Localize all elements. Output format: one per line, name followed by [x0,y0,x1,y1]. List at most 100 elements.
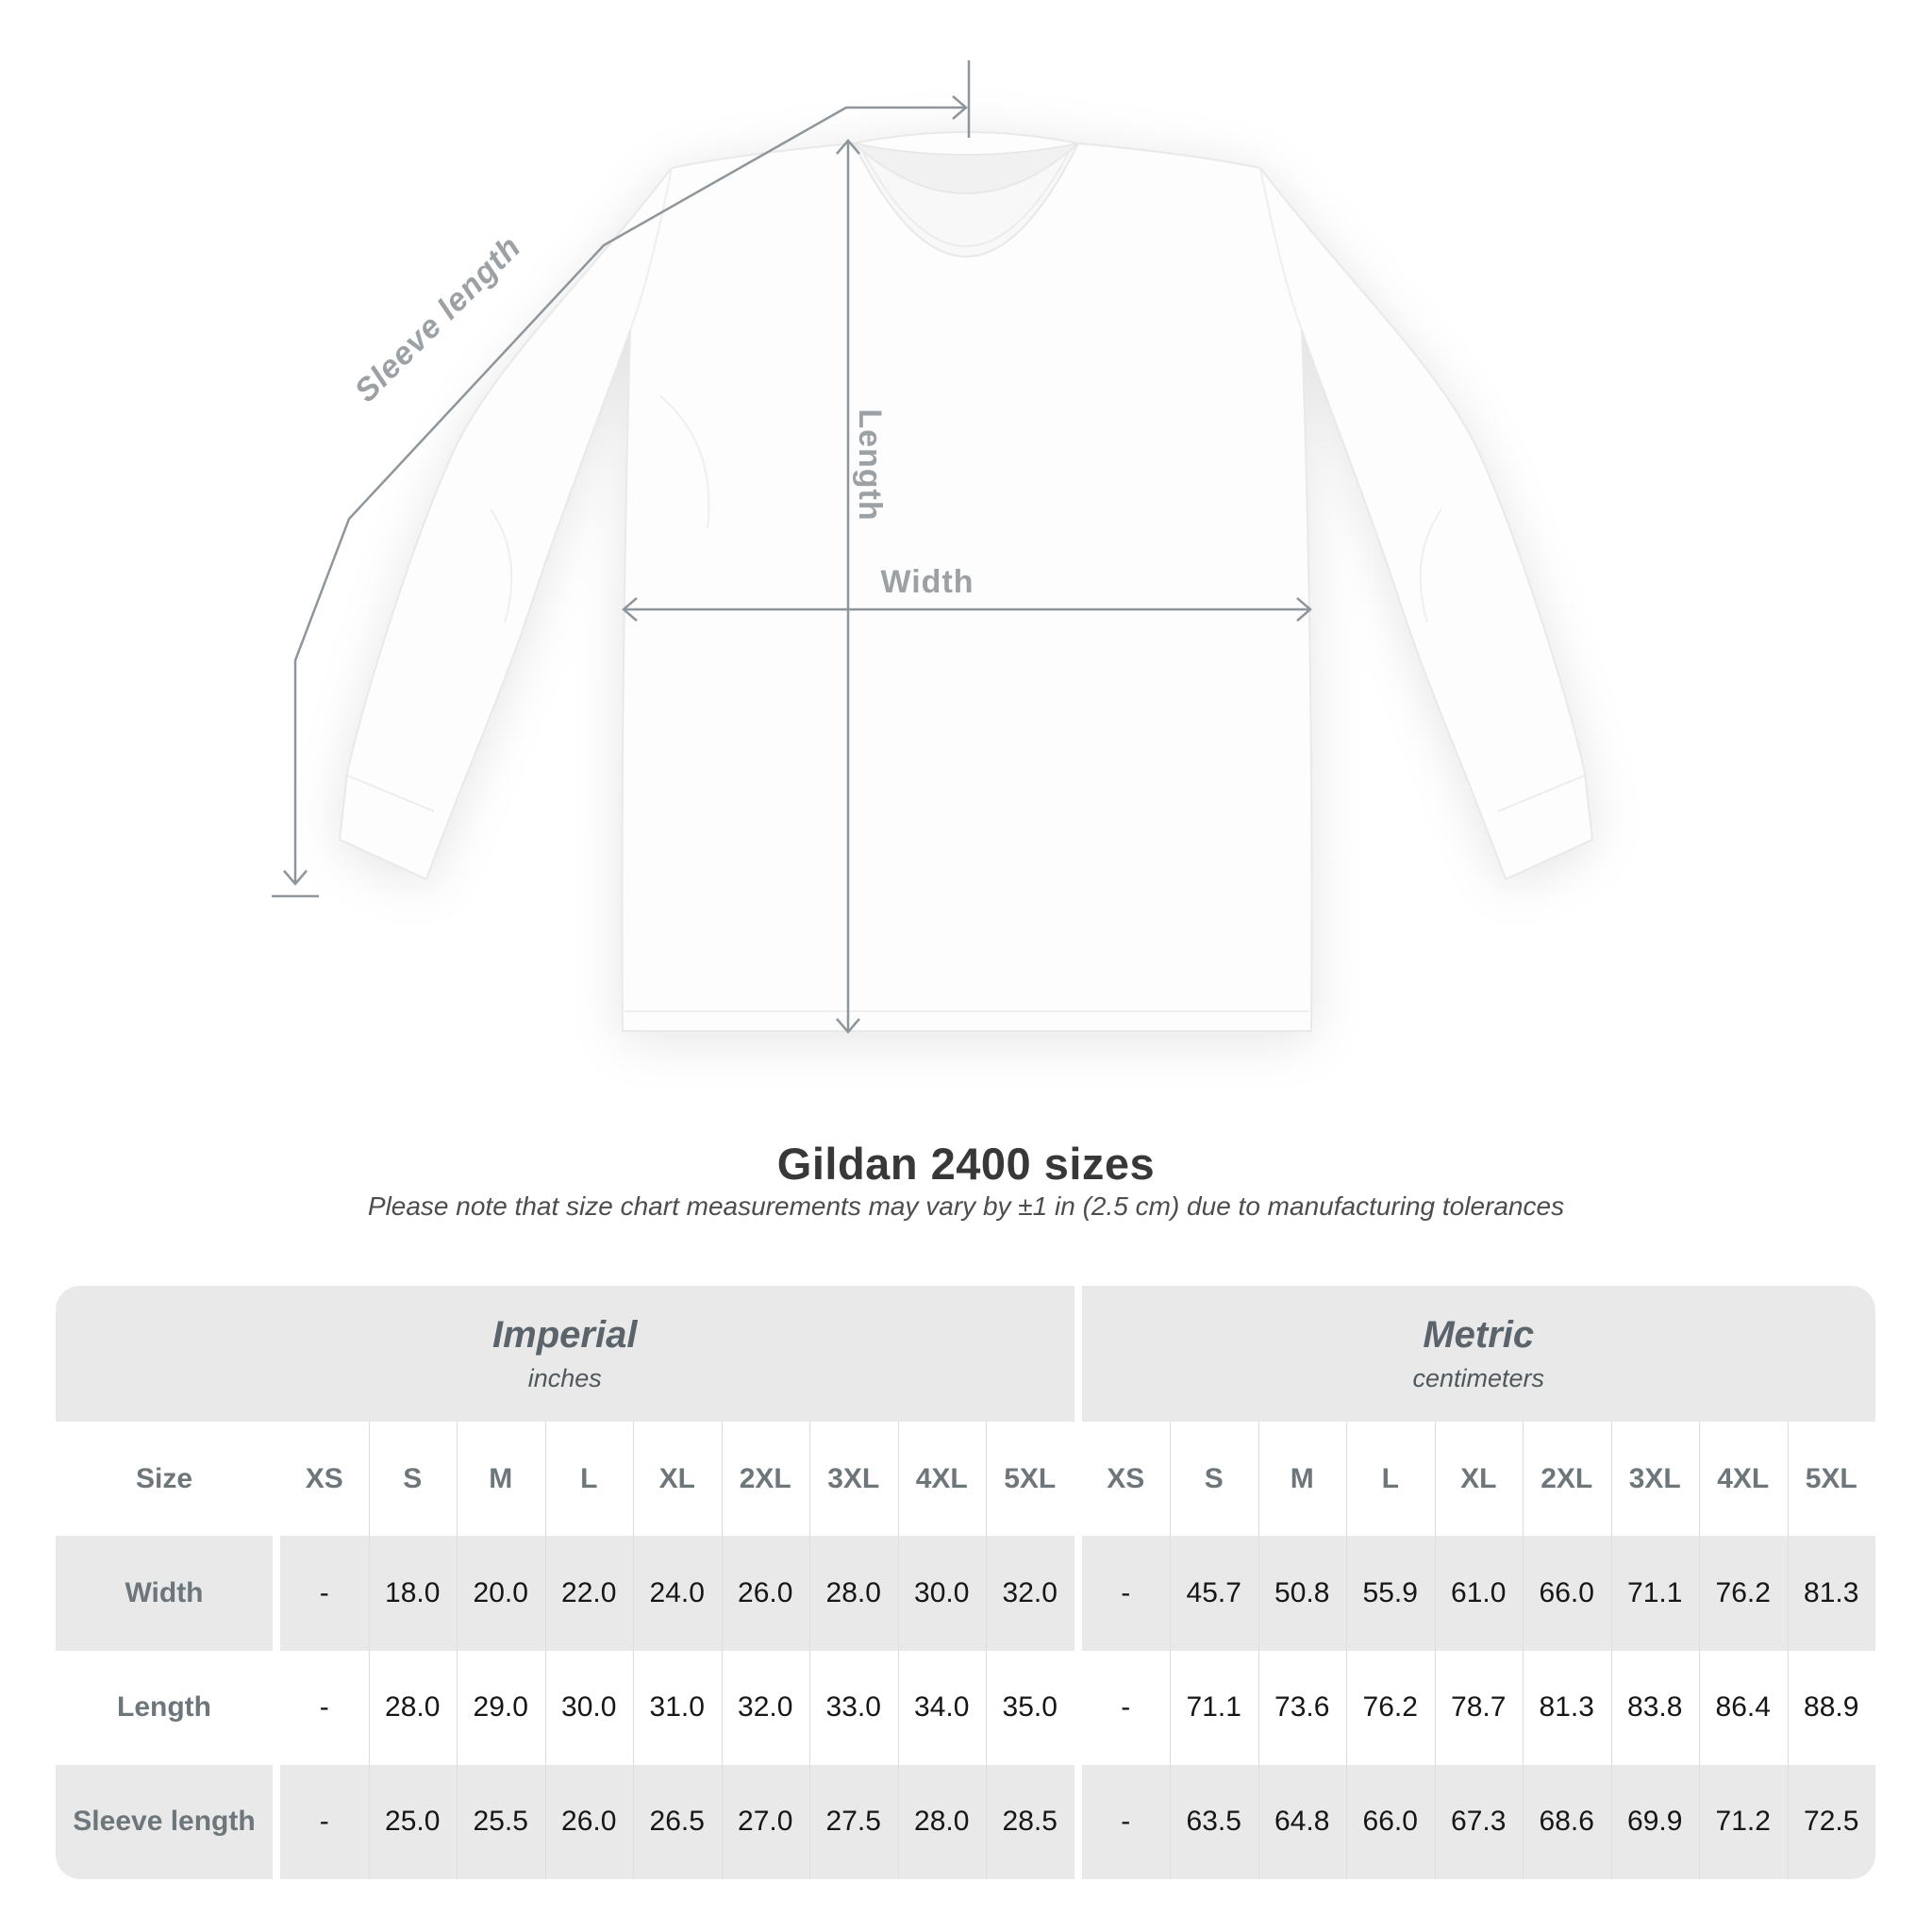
size-header-cell: XL [1434,1422,1523,1537]
value-cell: 71.1 [1170,1650,1258,1765]
column-divider [273,1536,280,1651]
value-cell: 61.0 [1434,1536,1523,1651]
value-cell: 26.5 [633,1764,722,1879]
column-divider [1074,1764,1082,1879]
value-cell: 67.3 [1434,1764,1523,1879]
value-cell: 25.0 [368,1764,457,1879]
value-cell: 66.0 [1346,1764,1435,1879]
value-cell: 30.0 [544,1650,633,1765]
value-cell: 28.0 [897,1764,986,1879]
value-cell: - [1081,1764,1170,1879]
column-divider [1074,1536,1082,1651]
value-cell: 22.0 [544,1536,633,1651]
size-header-cell: L [1346,1422,1435,1537]
value-cell: 55.9 [1346,1536,1435,1651]
row-label: Width [56,1536,273,1651]
value-cell: 34.0 [897,1650,986,1765]
value-cell: 64.8 [1257,1764,1346,1879]
value-cell: 66.0 [1523,1536,1611,1651]
size-header-cell: S [368,1422,457,1537]
value-cell: 50.8 [1257,1536,1346,1651]
size-column-header: Size [56,1422,273,1537]
row-label: Length [56,1650,273,1765]
value-cell: 29.0 [457,1650,545,1765]
value-cell: 27.0 [721,1764,809,1879]
value-cell: - [280,1650,369,1765]
value-cell: 45.7 [1170,1536,1258,1651]
value-cell: 32.0 [986,1536,1074,1651]
size-header-cell: XL [633,1422,722,1537]
size-header-cell: 3XL [1610,1422,1699,1537]
column-divider [273,1422,280,1537]
value-cell: - [1081,1650,1170,1765]
column-divider [273,1650,280,1765]
value-cell: - [280,1536,369,1651]
value-cell: 71.1 [1610,1536,1699,1651]
page-title: Gildan 2400 sizes [776,1139,1156,1189]
row-label: Sleeve length [56,1764,273,1879]
size-header-cell: 3XL [809,1422,898,1537]
value-cell: 28.5 [986,1764,1074,1879]
value-cell: 83.8 [1610,1650,1699,1765]
unit-group-divider [1074,1286,1082,1422]
value-cell: 73.6 [1257,1650,1346,1765]
value-cell: 20.0 [457,1536,545,1651]
metric-header-unit: centimeters [1412,1364,1545,1392]
value-cell: 71.2 [1699,1764,1788,1879]
size-header-cell: 5XL [986,1422,1074,1537]
length-dimension: Length [836,139,888,1034]
column-divider [273,1764,280,1879]
value-cell: 27.5 [809,1764,898,1879]
imperial-header-name: Imperial [492,1314,638,1356]
value-cell: 24.0 [633,1536,722,1651]
size-header-cell: XS [280,1422,369,1537]
value-cell: 28.0 [368,1650,457,1765]
size-header-cell: 4XL [897,1422,986,1537]
size-header-cell: 4XL [1699,1422,1788,1537]
value-cell: 63.5 [1170,1764,1258,1879]
value-cell: 30.0 [897,1536,986,1651]
value-cell: 72.5 [1787,1764,1875,1879]
size-header-cell: L [544,1422,633,1537]
metric-header: Metric centimeters [1081,1286,1875,1422]
size-header-cell: 2XL [721,1422,809,1537]
value-cell: 76.2 [1346,1650,1435,1765]
size-header-cell: S [1170,1422,1258,1537]
shirt-illustration [338,131,1594,1032]
imperial-header-unit: inches [527,1364,602,1392]
value-cell: 26.0 [544,1764,633,1879]
value-cell: - [280,1764,369,1879]
value-cell: 81.3 [1787,1536,1875,1651]
value-cell: 18.0 [368,1536,457,1651]
value-cell: 25.5 [457,1764,545,1879]
value-cell: 86.4 [1699,1650,1788,1765]
size-table: Imperial inches Metric centimeters Size X… [56,1286,1875,1879]
value-cell: 32.0 [721,1650,809,1765]
imperial-header: Imperial inches [56,1286,1074,1422]
page-subtitle: Please note that size chart measurements… [367,1191,1565,1221]
width-dimension: Width [622,564,1312,622]
size-header-cell: M [457,1422,545,1537]
value-cell: 68.6 [1523,1764,1611,1879]
value-cell: 88.9 [1787,1650,1875,1765]
value-cell: - [1081,1536,1170,1651]
value-cell: 35.0 [986,1650,1074,1765]
metric-header-name: Metric [1423,1314,1535,1356]
length-label: Length [852,408,888,521]
shirt-measurement-diagram: Sleeve length Length Width [272,60,1594,1034]
value-cell: 33.0 [809,1650,898,1765]
value-cell: 31.0 [633,1650,722,1765]
size-header-cell: 2XL [1523,1422,1611,1537]
size-header-cell: XS [1081,1422,1170,1537]
value-cell: 28.0 [809,1536,898,1651]
value-cell: 69.9 [1610,1764,1699,1879]
value-cell: 26.0 [721,1536,809,1651]
column-divider [1074,1650,1082,1765]
width-label: Width [880,564,974,600]
column-divider [1074,1422,1082,1537]
size-header-cell: 5XL [1787,1422,1875,1537]
value-cell: 76.2 [1699,1536,1788,1651]
value-cell: 81.3 [1523,1650,1611,1765]
size-header-cell: M [1257,1422,1346,1537]
value-cell: 78.7 [1434,1650,1523,1765]
